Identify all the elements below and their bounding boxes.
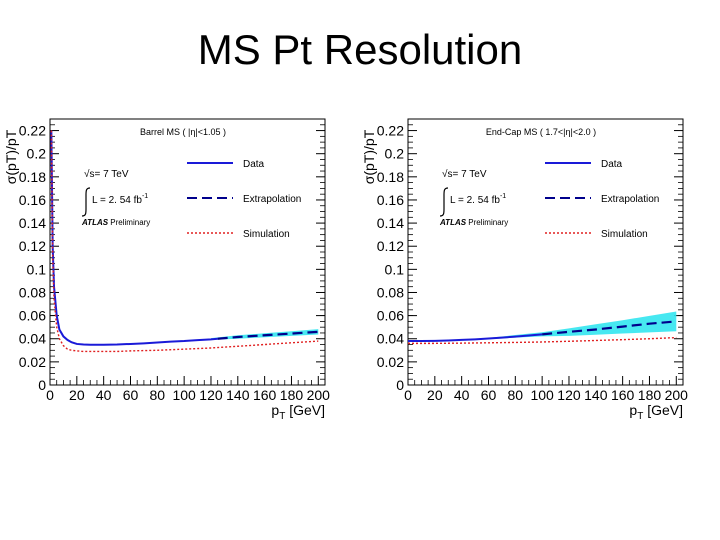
uncertainty-band xyxy=(488,311,677,340)
x-tick-label: 40 xyxy=(454,387,470,403)
y-tick-label: 0.2 xyxy=(385,146,405,162)
x-tick-label: 60 xyxy=(123,387,139,403)
y-tick-label: 0.12 xyxy=(377,238,404,254)
y-tick-label: 0.1 xyxy=(27,261,47,277)
y-tick-label: 0.2 xyxy=(27,146,47,162)
x-tick-label: 100 xyxy=(172,387,196,403)
y-tick-label: 0.1 xyxy=(385,261,405,277)
x-tick-label: 20 xyxy=(427,387,443,403)
y-axis-label: σ(pT)/pT xyxy=(3,129,19,184)
plot-frame xyxy=(407,118,684,386)
x-tick-label: 100 xyxy=(530,387,554,403)
endcap-resolution-plot: 0 0.02 0.04 0.06 0.08 0.1 0.12 0.14 0.16 0.18 0.2 0… xyxy=(361,118,689,422)
x-tick-label: 20 xyxy=(69,387,85,403)
x-tick-label: 160 xyxy=(611,387,635,403)
luminosity-label: L = 2. 54 fb-1 xyxy=(450,193,506,206)
legend-label: Simulation xyxy=(601,229,648,240)
legend-label: Extrapolation xyxy=(601,194,659,205)
energy-label: √s= 7 TeV xyxy=(84,168,129,180)
y-tick-label: 0.08 xyxy=(19,284,46,300)
y-tick-label: 0.02 xyxy=(19,354,46,370)
slide-title: MS Pt Resolution xyxy=(197,26,523,73)
x-tick-label: 60 xyxy=(481,387,497,403)
y-tick-label: 0 xyxy=(38,377,46,393)
y-tick-label: 0.16 xyxy=(19,192,46,208)
y-tick-label: 0.02 xyxy=(377,354,404,370)
y-tick-label: 0.14 xyxy=(377,215,404,231)
x-tick-label: 40 xyxy=(96,387,112,403)
integral-sign xyxy=(81,187,91,217)
legend-label: Data xyxy=(601,159,623,170)
y-axis-label: σ(pT)/pT xyxy=(361,129,377,184)
atlas-label: ATLAS Preliminary xyxy=(439,218,508,227)
y-tick-label: 0.18 xyxy=(19,169,46,185)
barrel-resolution-plot: 0 0.02 0.04 0.06 0.08 0.1 0.12 0.14 0.16 0.18 0.2 0… xyxy=(3,118,331,422)
y-tick-label: 0.04 xyxy=(19,331,46,347)
x-tick-label: 0 xyxy=(404,387,412,403)
y-tick-label: 0.06 xyxy=(377,308,404,324)
integral-sign xyxy=(439,187,449,217)
region-label: End-Cap MS ( 1.7<|η|<2.0 ) xyxy=(486,127,596,137)
legend-label: Data xyxy=(243,159,265,170)
y-tick-label: 0.06 xyxy=(19,308,46,324)
y-tick-label: 0.14 xyxy=(19,215,46,231)
atlas-label: ATLAS Preliminary xyxy=(81,218,150,227)
series-line-extrapolation xyxy=(217,330,319,340)
x-tick-label: 140 xyxy=(226,387,250,403)
y-tick-label: 0.22 xyxy=(19,123,46,139)
y-tick-label: 0.18 xyxy=(377,169,404,185)
y-tick-label: 0.22 xyxy=(377,123,404,139)
y-tick-label: 0.12 xyxy=(19,238,46,254)
legend-label: Simulation xyxy=(243,229,290,240)
x-axis-label: pT [GeV] xyxy=(629,402,683,422)
y-tick-label: 0.08 xyxy=(377,284,404,300)
legend-label: Extrapolation xyxy=(243,194,301,205)
region-label: Barrel MS ( |η|<1.05 ) xyxy=(140,127,226,137)
y-tick-label: 0 xyxy=(396,377,404,393)
x-tick-label: 140 xyxy=(584,387,608,403)
x-tick-label: 200 xyxy=(307,387,331,403)
x-tick-label: 200 xyxy=(665,387,689,403)
x-tick-label: 160 xyxy=(253,387,277,403)
energy-label: √s= 7 TeV xyxy=(442,168,487,180)
x-tick-label: 120 xyxy=(557,387,581,403)
series-line-simulation xyxy=(50,130,319,353)
x-tick-label: 80 xyxy=(508,387,524,403)
y-tick-label: 0.04 xyxy=(377,331,404,347)
x-tick-label: 180 xyxy=(280,387,304,403)
x-tick-label: 120 xyxy=(199,387,223,403)
luminosity-label: L = 2. 54 fb-1 xyxy=(92,193,148,206)
x-axis-label: pT [GeV] xyxy=(271,402,325,422)
x-tick-label: 0 xyxy=(46,387,54,403)
series-line-data xyxy=(408,333,543,343)
series-line-extrapolation xyxy=(542,320,677,336)
x-tick-label: 80 xyxy=(150,387,166,403)
series-line-simulation xyxy=(408,336,677,345)
series-line-data xyxy=(50,130,218,346)
y-tick-label: 0.16 xyxy=(377,192,404,208)
x-tick-label: 180 xyxy=(638,387,662,403)
